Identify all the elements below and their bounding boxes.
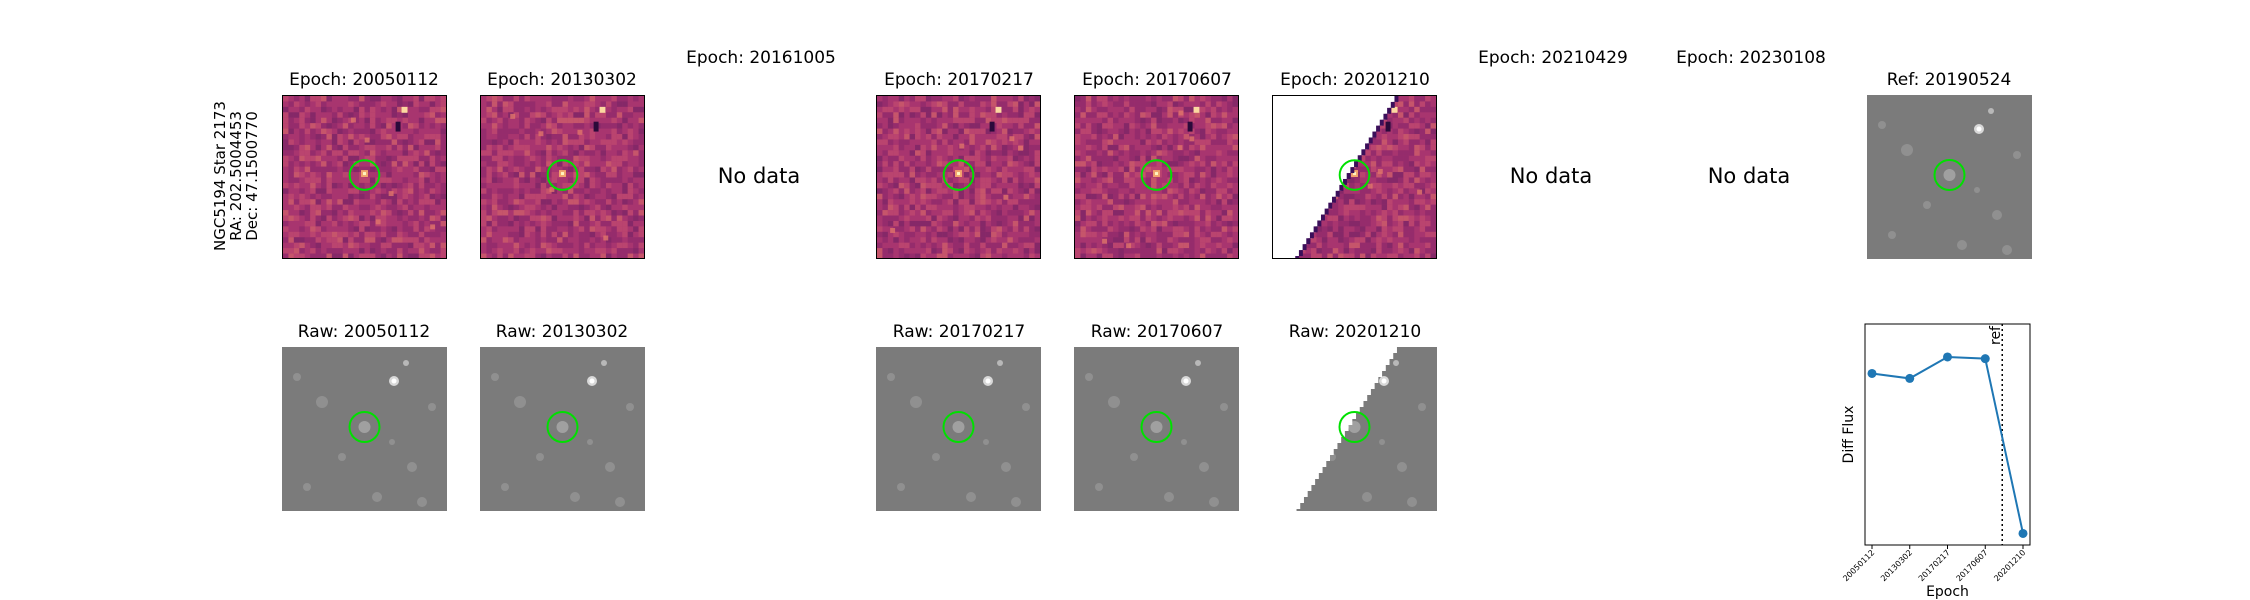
raw-title-4: Raw: 20170607 (1090, 322, 1224, 342)
star-dec: Dec: 47.1500770 (243, 111, 261, 241)
x-tick-label-20170217: 20170217 (1917, 548, 1952, 583)
raw-title-2: Raw: 20130302 (495, 322, 629, 342)
raw-image-20170607 (1074, 347, 1239, 511)
raw-image-20130302 (480, 347, 645, 511)
raw-image-20050112 (282, 347, 447, 511)
epoch-title-4: Epoch: 20170217 (884, 70, 1034, 90)
no-data-20210429: No data (1509, 164, 1593, 188)
no-data-20230108: No data (1707, 164, 1791, 188)
epoch-title-7: Epoch: 20210429 (1478, 48, 1628, 68)
x-tick-label-20050112: 20050112 (1841, 548, 1876, 583)
flux-point-20201210 (2018, 528, 2028, 538)
ref-title: Ref: 20190524 (1886, 70, 2012, 90)
flux-point-20050112 (1867, 368, 1877, 378)
epoch-title-1: Epoch: 20050112 (289, 70, 439, 90)
raw-image-20170217 (876, 347, 1041, 511)
x-tick-label-20170607: 20170607 (1955, 548, 1990, 583)
ref-image (1867, 95, 2032, 259)
diff-flux-chart: ref 20050112 20130302 20170217 20170607 20201… (1841, 323, 2031, 600)
star-info-label: NGC5194 Star 2173 RA: 202.5004453 Dec: 4… (211, 96, 261, 256)
no-data-20161005: No data (717, 164, 801, 188)
ref-label: ref (1988, 325, 2004, 345)
star-name: NGC5194 Star 2173 (211, 101, 229, 251)
diff-image-20201210 (1272, 95, 1437, 259)
epoch-title-6: Epoch: 20201210 (1280, 70, 1430, 90)
epoch-title-5: Epoch: 20170607 (1082, 70, 1232, 90)
diff-image-20130302 (480, 95, 645, 259)
x-axis-label: Epoch (1926, 584, 1969, 600)
epoch-title-2: Epoch: 20130302 (487, 70, 637, 90)
flux-point-20130302 (1905, 373, 1915, 383)
y-axis-label: Diff Flux (1841, 406, 1857, 464)
flux-point-20170217 (1943, 352, 1952, 362)
raw-image-20201210 (1272, 347, 1437, 511)
diff-image-20050112 (282, 95, 447, 259)
epoch-title-3: Epoch: 20161005 (686, 48, 836, 68)
diff-image-20170217 (876, 95, 1041, 259)
raw-title-3: Raw: 20170217 (892, 322, 1026, 342)
flux-line (1871, 355, 2024, 534)
epoch-title-8: Epoch: 20230108 (1676, 48, 1826, 68)
star-ra: RA: 202.5004453 (227, 111, 245, 241)
flux-point-20170607 (1980, 354, 1990, 364)
raw-title-1: Raw: 20050112 (297, 322, 431, 342)
x-tick-label-20201210: 20201210 (1992, 548, 2027, 583)
raw-title-5: Raw: 20201210 (1288, 322, 1422, 342)
diff-image-20170607 (1074, 95, 1239, 259)
x-tick-label-20130302: 20130302 (1879, 548, 1914, 583)
